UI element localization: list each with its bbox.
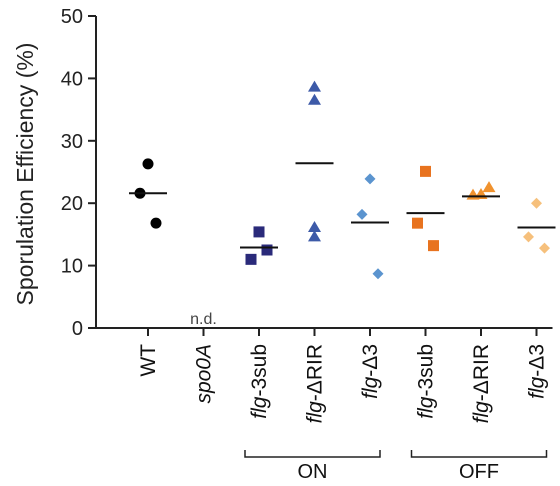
data-point-diamond	[523, 231, 534, 243]
data-point-triangle	[308, 221, 321, 233]
data-point-square	[420, 165, 431, 177]
x-tick-label-part: -ΔRIR	[470, 344, 493, 401]
data-points: n.d.	[134, 80, 550, 328]
data-point-diamond	[531, 197, 542, 209]
data-point-square	[261, 244, 273, 256]
y-tick-label: 30	[61, 131, 83, 153]
data-point-square	[412, 217, 423, 229]
y-tick-label: 10	[61, 256, 83, 278]
y-tick-label: 40	[61, 68, 83, 90]
x-tick-label-part: WT	[137, 344, 160, 377]
data-point-triangle	[308, 80, 321, 92]
not-determined-label: n.d.	[190, 311, 217, 328]
x-tick-label: flg-Δ3	[526, 344, 549, 399]
x-tick-label-part: -Δ3	[359, 344, 382, 377]
x-tick-label-part: flg	[526, 376, 549, 399]
group-brackets: ON OFF	[244, 450, 548, 483]
x-tick-label-part: flg	[415, 396, 438, 419]
data-point-diamond	[372, 268, 384, 280]
x-tick-label-part: -Δ3	[526, 344, 549, 377]
x-tick-label-part: -ΔRIR	[304, 344, 327, 401]
data-point-triangle	[482, 181, 496, 193]
x-tick-label-part: flg	[470, 401, 493, 424]
x-tick-label-part: flg	[304, 401, 327, 424]
data-point-diamond	[364, 173, 376, 185]
x-tick-label-part: -3sub	[248, 344, 271, 397]
x-tick-label: flg-3sub	[415, 344, 438, 419]
mean-lines	[129, 162, 556, 249]
group-label: OFF	[459, 461, 499, 483]
y-axis-title: Sporulation Efficiency (%)	[12, 43, 38, 306]
y-axis: 0 10 20 30 40 50 Sporulation Efficiency (%)	[12, 6, 97, 340]
data-point-circle	[150, 217, 162, 229]
x-tick-label: flg-3sub	[248, 344, 271, 419]
group-bracket	[410, 450, 548, 458]
y-tick-label: 50	[61, 6, 83, 28]
x-tick-label-part: spo0A	[193, 344, 216, 404]
x-tick-label: flg-ΔRIR	[470, 344, 493, 423]
x-tick-label: spo0A	[193, 344, 216, 404]
group-bracket	[244, 450, 381, 458]
data-point-circle	[142, 158, 154, 170]
data-point-diamond	[539, 242, 550, 254]
x-tick-label: WT	[137, 344, 160, 377]
x-tick-label-part: flg	[248, 396, 271, 419]
data-point-square	[245, 253, 257, 265]
x-tick-label: flg-ΔRIR	[304, 344, 327, 423]
x-tick-label-part: flg	[359, 376, 382, 399]
data-point-triangle	[308, 230, 321, 242]
data-point-square	[428, 240, 439, 252]
data-point-square	[253, 226, 265, 238]
y-tick-label: 20	[61, 193, 83, 215]
data-point-triangle	[308, 93, 321, 105]
x-tick-label: flg-Δ3	[359, 344, 382, 399]
x-tick-label-part: -3sub	[415, 344, 438, 397]
data-point-diamond	[356, 208, 368, 220]
group-label: ON	[298, 461, 328, 483]
y-tick-label: 0	[72, 318, 83, 340]
